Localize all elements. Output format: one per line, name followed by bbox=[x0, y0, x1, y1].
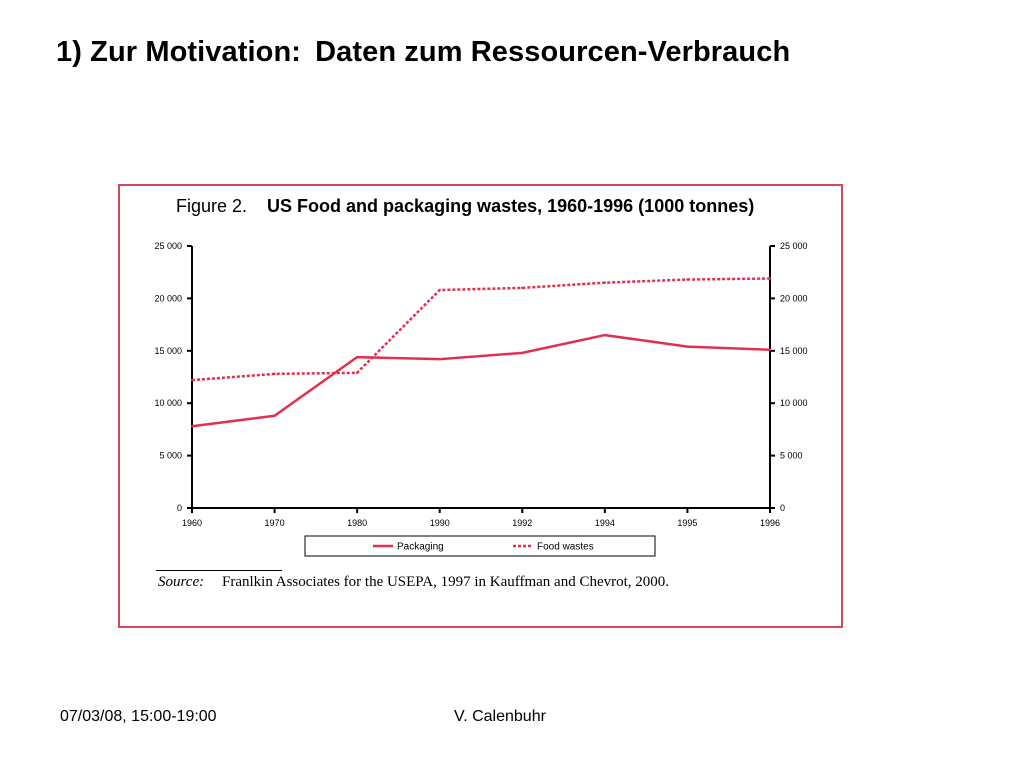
data-point-packaging bbox=[521, 351, 524, 355]
legend-box bbox=[304, 535, 656, 557]
x-tick-label: 1994 bbox=[595, 518, 615, 528]
source-rule bbox=[156, 570, 282, 571]
legend-label-packaging: Packaging bbox=[397, 542, 444, 553]
y-tick-label-right: 0 bbox=[780, 503, 785, 513]
y-tick-label-left: 20 000 bbox=[154, 293, 182, 303]
data-point-food-wastes bbox=[521, 286, 524, 290]
x-tick-label: 1960 bbox=[182, 518, 202, 528]
y-tick-label-left: 0 bbox=[177, 503, 182, 513]
y-tick-label-right: 15 000 bbox=[780, 346, 808, 356]
data-point-food-wastes bbox=[190, 378, 194, 382]
x-tick-label: 1980 bbox=[347, 518, 367, 528]
y-tick-label-left: 25 000 bbox=[154, 241, 182, 251]
source-label: Source: bbox=[158, 574, 205, 590]
x-tick-label: 1996 bbox=[760, 518, 780, 528]
figure-source: Source: Franlkin Associates for the USEPA… bbox=[158, 574, 669, 591]
data-point-packaging bbox=[355, 355, 359, 359]
y-tick-label-right: 25 000 bbox=[780, 241, 808, 251]
x-tick-label: 1990 bbox=[430, 518, 450, 528]
x-tick-label: 1992 bbox=[512, 518, 532, 528]
footer-author: V. Calenbuhr bbox=[454, 708, 546, 725]
data-point-food-wastes bbox=[768, 277, 772, 280]
footer-date: 07/03/08, 15:00-19:00 bbox=[60, 708, 217, 725]
data-point-food-wastes bbox=[686, 278, 689, 281]
y-tick-label-right: 5 000 bbox=[780, 451, 803, 461]
source-text: Franlkin Associates for the USEPA, 1997 … bbox=[222, 574, 670, 590]
data-point-food-wastes bbox=[355, 371, 359, 375]
data-point-packaging bbox=[603, 333, 607, 337]
slide-title-part1: 1) Zur Motivation: bbox=[56, 36, 302, 68]
slide-title-part2: Daten zum Ressourcen-Verbrauch bbox=[315, 36, 791, 68]
y-tick-label-left: 15 000 bbox=[154, 346, 182, 356]
x-tick-label: 1970 bbox=[265, 518, 285, 528]
series-line-food-wastes bbox=[191, 277, 771, 382]
y-tick-label-right: 10 000 bbox=[780, 398, 808, 408]
y-tick-label-left: 10 000 bbox=[154, 398, 182, 408]
y-tick-label-left: 5 000 bbox=[159, 451, 182, 461]
figure-frame bbox=[118, 184, 843, 628]
data-point-food-wastes bbox=[603, 281, 607, 284]
data-point-packaging bbox=[190, 425, 194, 428]
x-tick-label: 1995 bbox=[677, 518, 697, 528]
data-point-food-wastes bbox=[273, 372, 276, 376]
series-line-packaging bbox=[191, 333, 771, 428]
data-point-packaging bbox=[768, 348, 772, 351]
chart-title: US Food and packaging wastes, 1960-1996 … bbox=[267, 196, 755, 216]
legend-label-food-wastes: Food wastes bbox=[537, 542, 594, 553]
data-point-packaging bbox=[438, 357, 441, 361]
slide-title: 1) Zur Motivation: Daten zum Ressourcen-V… bbox=[56, 36, 790, 69]
figure-label: Figure 2. bbox=[176, 196, 248, 216]
y-tick-label-right: 20 000 bbox=[780, 293, 808, 303]
data-point-packaging bbox=[273, 414, 276, 417]
data-point-packaging bbox=[686, 345, 689, 348]
data-point-food-wastes bbox=[438, 288, 441, 292]
figure-heading: Figure 2. US Food and packaging wastes, 1… bbox=[176, 196, 754, 217]
